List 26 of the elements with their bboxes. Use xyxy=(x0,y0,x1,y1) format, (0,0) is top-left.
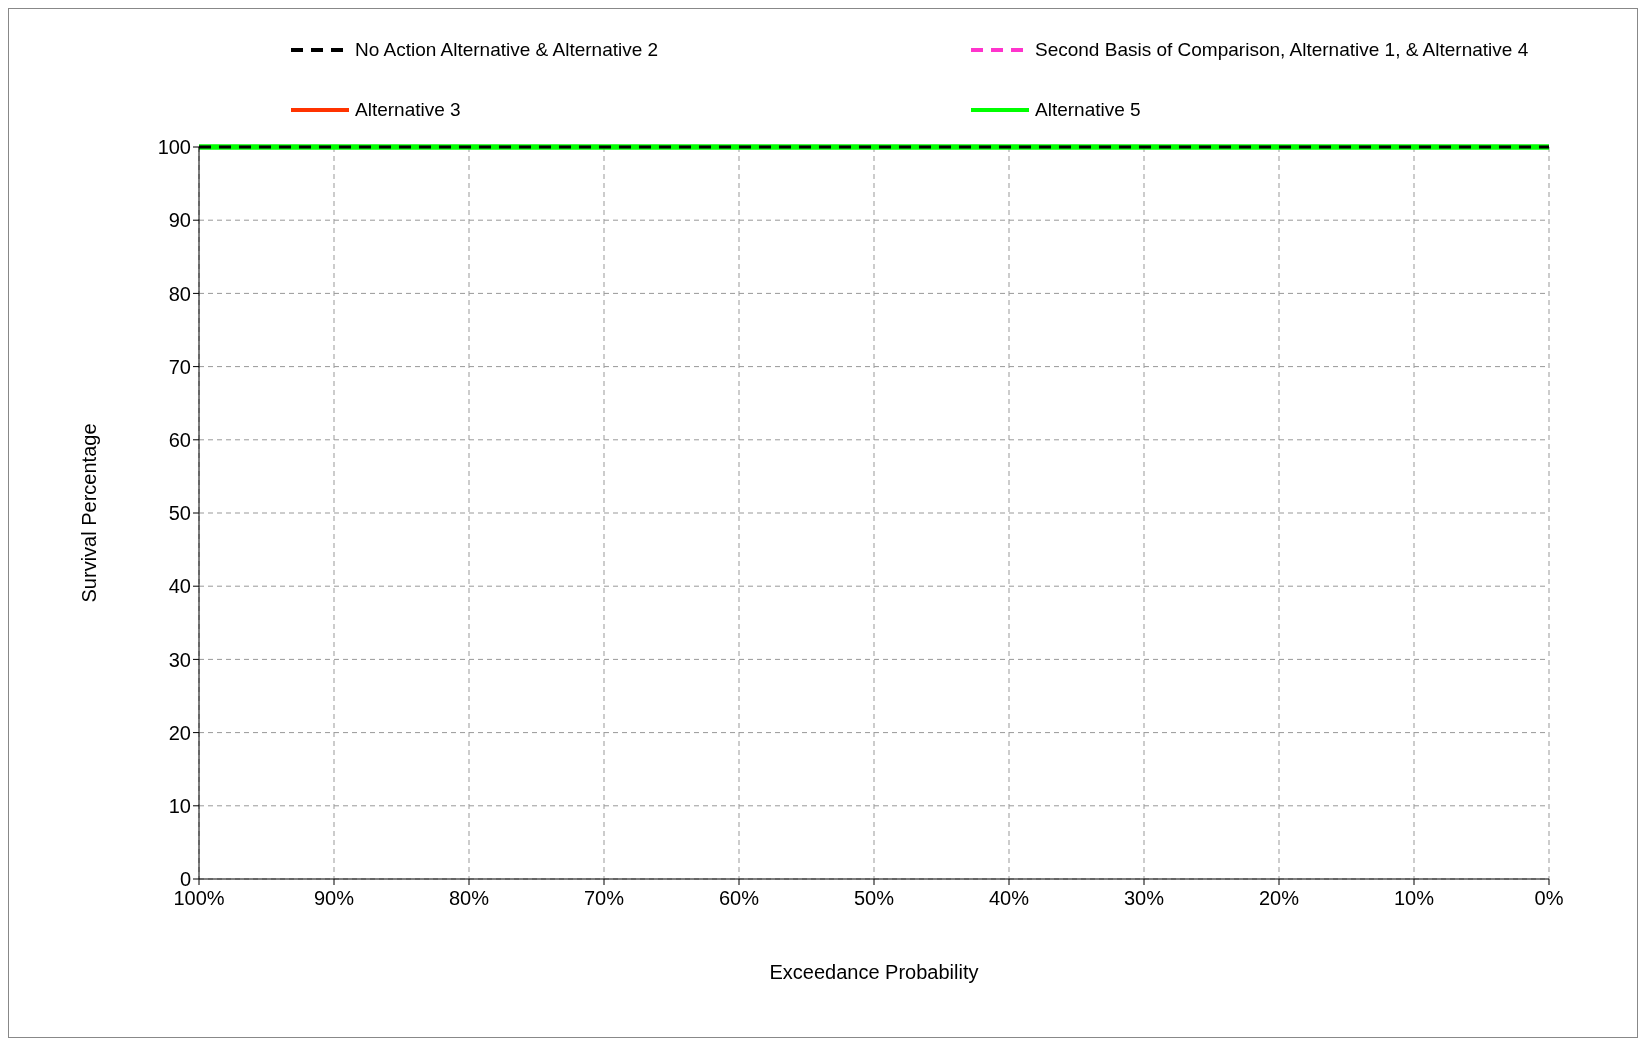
x-axis-title: Exceedance Probability xyxy=(769,961,979,983)
y-tick-label: 40 xyxy=(168,575,191,598)
y-tick-label: 90 xyxy=(168,209,191,232)
legend-label: Alternative 5 xyxy=(1035,99,1141,121)
legend-label: Alternative 3 xyxy=(355,99,461,121)
y-tick-label: 100 xyxy=(157,136,191,159)
x-tick-label: 0% xyxy=(1534,887,1564,910)
x-tick-label: 10% xyxy=(1393,887,1435,910)
x-tick-label: 80% xyxy=(448,887,490,910)
y-tick-label: 50 xyxy=(168,502,191,525)
y-tick-label: 60 xyxy=(168,428,191,451)
x-tick-label: 70% xyxy=(583,887,625,910)
x-tick-label: 90% xyxy=(313,887,355,910)
y-tick-label: 20 xyxy=(168,721,191,744)
x-tick-label: 50% xyxy=(853,887,895,910)
legend-label: No Action Alternative & Alternative 2 xyxy=(355,39,659,61)
y-tick-label: 70 xyxy=(168,355,191,378)
y-axis-title: Survival Percentage xyxy=(78,423,101,603)
x-tick-label: 60% xyxy=(718,887,760,910)
x-tick-label: 20% xyxy=(1258,887,1300,910)
y-tick-label: 10 xyxy=(168,794,191,817)
x-tick-label: 30% xyxy=(1123,887,1165,910)
y-tick-label: 80 xyxy=(168,282,191,305)
legend-label: Second Basis of Comparison, Alternative 1, & Alternative 4 xyxy=(1035,39,1529,61)
x-tick-label: 40% xyxy=(988,887,1030,910)
y-tick-label: 30 xyxy=(168,648,191,671)
